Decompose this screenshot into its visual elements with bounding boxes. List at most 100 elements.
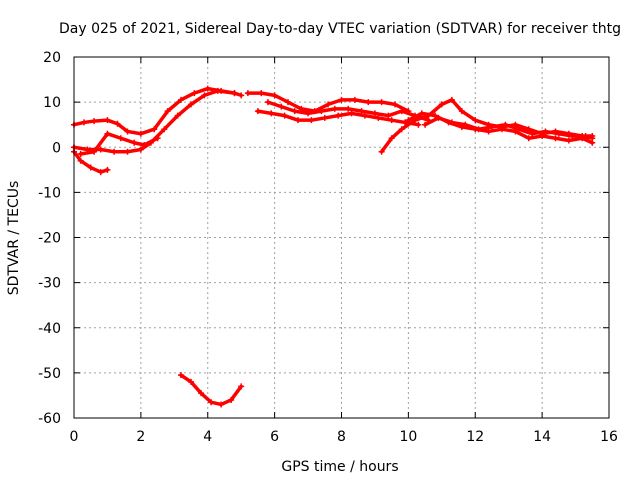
data-point xyxy=(201,92,208,99)
y-tick-label: -20 xyxy=(38,231,61,247)
data-point xyxy=(291,108,298,115)
data-point xyxy=(295,117,302,124)
data-series-track-j xyxy=(422,114,596,139)
data-point xyxy=(358,108,365,115)
data-point xyxy=(278,103,285,110)
data-point xyxy=(178,372,184,379)
data-point xyxy=(335,112,342,119)
data-point xyxy=(378,99,385,106)
data-point xyxy=(124,148,131,155)
data-point xyxy=(338,96,345,103)
x-tick-label: 0 xyxy=(70,429,79,445)
data-point xyxy=(435,114,442,121)
data-point xyxy=(502,121,509,128)
x-tick-label: 4 xyxy=(203,429,212,445)
data-point xyxy=(351,96,358,103)
y-tick-label: 0 xyxy=(52,140,61,156)
data-point xyxy=(398,126,405,133)
data-point xyxy=(87,164,94,171)
data-point xyxy=(308,117,315,124)
x-tick-label: 2 xyxy=(136,429,145,445)
y-tick-label: -60 xyxy=(38,411,61,427)
data-point xyxy=(281,112,288,119)
data-point xyxy=(448,119,455,126)
data-series-track-i xyxy=(405,110,596,146)
tick-layer: 0 2 4 6 8 10 12 14 16 -60 -50 -40 -30 -20 -10 0 10 20 xyxy=(38,50,618,445)
chart-title: Day 025 of 2021, Sidereal Day-to-day VTE… xyxy=(59,21,621,37)
data-series-track-d xyxy=(77,130,161,158)
data-series-track-f xyxy=(254,108,422,128)
data-point xyxy=(91,148,98,155)
data-point xyxy=(268,110,275,117)
data-point xyxy=(81,119,88,126)
data-point xyxy=(589,139,596,146)
data-point xyxy=(405,117,412,124)
data-point xyxy=(472,117,479,124)
x-tick-label: 8 xyxy=(337,429,346,445)
data-point xyxy=(388,117,395,124)
data-point xyxy=(91,118,98,125)
data-point xyxy=(77,157,84,164)
data-point xyxy=(318,108,325,115)
data-point xyxy=(154,135,161,142)
data-point xyxy=(392,101,398,108)
data-point xyxy=(385,112,392,119)
data-point xyxy=(305,110,312,117)
data-point xyxy=(418,110,425,117)
y-tick-label: -40 xyxy=(38,321,61,337)
data-point xyxy=(375,114,382,121)
data-point xyxy=(214,87,221,94)
data-point xyxy=(238,383,245,390)
series-layer xyxy=(71,85,596,408)
data-point xyxy=(178,96,184,103)
data-point xyxy=(244,90,251,97)
x-tick-label: 10 xyxy=(399,429,417,445)
grid-layer xyxy=(74,57,609,418)
data-series-track-g xyxy=(264,99,432,124)
data-point xyxy=(174,112,181,119)
data-point xyxy=(552,135,559,142)
data-point xyxy=(77,151,84,158)
data-point xyxy=(131,139,138,146)
x-tick-label: 6 xyxy=(270,429,279,445)
data-point xyxy=(499,126,505,133)
data-point xyxy=(97,146,104,153)
data-point xyxy=(398,108,405,115)
x-tick-label: 12 xyxy=(466,429,484,445)
x-tick-label: 14 xyxy=(533,429,551,445)
y-tick-label: -30 xyxy=(38,276,61,292)
series-line xyxy=(72,86,243,136)
data-point xyxy=(422,121,429,128)
data-point xyxy=(345,105,352,112)
data-point xyxy=(124,128,131,135)
data-point xyxy=(542,128,549,135)
data-point xyxy=(438,101,445,108)
data-point xyxy=(371,110,378,117)
data-point xyxy=(515,126,522,133)
y-tick-label: 10 xyxy=(43,95,61,111)
data-point xyxy=(402,119,409,126)
data-point xyxy=(188,101,195,108)
data-series-track-h xyxy=(378,96,596,155)
data-point xyxy=(448,96,455,103)
data-point xyxy=(164,108,171,115)
data-point xyxy=(141,141,148,148)
data-point xyxy=(264,99,271,106)
data-point xyxy=(104,117,111,124)
data-point xyxy=(161,126,168,133)
data-point xyxy=(258,90,265,97)
data-point xyxy=(151,126,158,133)
y-axis-label: SDTVAR / TECUs xyxy=(6,181,22,296)
data-point xyxy=(198,390,205,397)
data-series-track-k xyxy=(178,372,245,408)
x-tick-label: 16 xyxy=(600,429,618,445)
data-point xyxy=(218,401,225,408)
data-point xyxy=(114,120,121,127)
data-point xyxy=(569,132,576,139)
data-point xyxy=(475,126,482,133)
data-point xyxy=(321,114,328,121)
data-point xyxy=(388,135,395,142)
data-point xyxy=(231,90,238,97)
data-point xyxy=(204,85,211,92)
